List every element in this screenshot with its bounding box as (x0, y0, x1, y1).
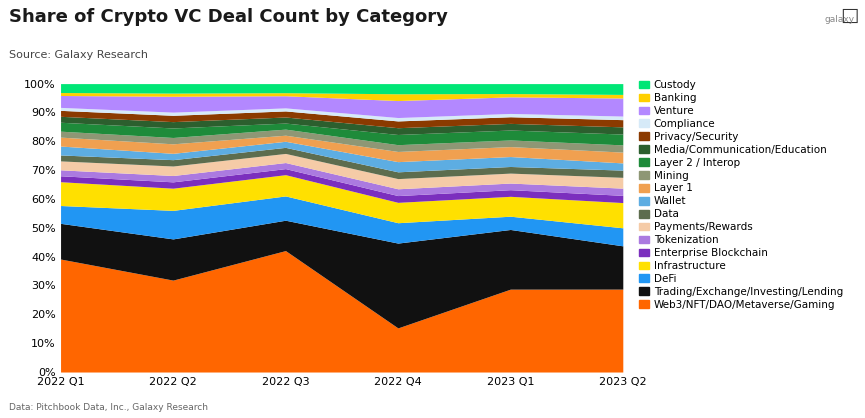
Text: □: □ (841, 6, 859, 25)
Text: Source: Galaxy Research: Source: Galaxy Research (9, 50, 148, 60)
Legend: Custody, Banking, Venture, Compliance, Privacy/Security, Media/Communication/Edu: Custody, Banking, Venture, Compliance, P… (639, 80, 843, 310)
Text: galaxy: galaxy (824, 15, 855, 24)
Text: Data: Pitchbook Data, Inc., Galaxy Research: Data: Pitchbook Data, Inc., Galaxy Resea… (9, 403, 208, 412)
Text: Share of Crypto VC Deal Count by Category: Share of Crypto VC Deal Count by Categor… (9, 8, 447, 26)
